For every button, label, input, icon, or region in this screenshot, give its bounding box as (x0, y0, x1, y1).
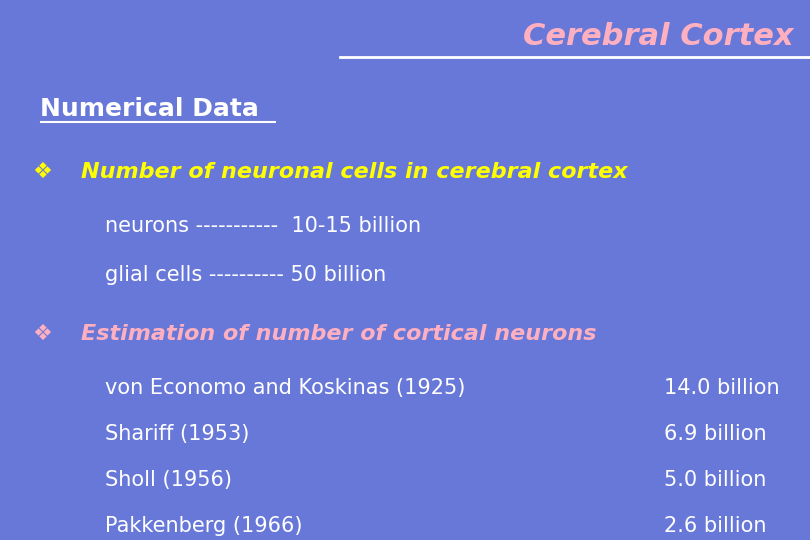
Text: 6.9 billion: 6.9 billion (664, 424, 767, 444)
Text: 14.0 billion: 14.0 billion (664, 378, 780, 398)
Text: Estimation of number of cortical neurons: Estimation of number of cortical neurons (81, 324, 596, 344)
Text: ❖: ❖ (32, 324, 53, 344)
Text: Pakkenberg (1966): Pakkenberg (1966) (105, 516, 303, 536)
Text: Cerebral Cortex: Cerebral Cortex (523, 22, 794, 51)
Text: Shariff (1953): Shariff (1953) (105, 424, 249, 444)
Text: 2.6 billion: 2.6 billion (664, 516, 767, 536)
Text: glial cells ---------- 50 billion: glial cells ---------- 50 billion (105, 265, 386, 285)
Text: Number of neuronal cells in cerebral cortex: Number of neuronal cells in cerebral cor… (81, 162, 628, 182)
Text: Sholl (1956): Sholl (1956) (105, 470, 232, 490)
Text: Numerical Data: Numerical Data (40, 97, 259, 121)
Text: neurons -----------  10-15 billion: neurons ----------- 10-15 billion (105, 216, 421, 236)
Text: von Economo and Koskinas (1925): von Economo and Koskinas (1925) (105, 378, 466, 398)
Text: 5.0 billion: 5.0 billion (664, 470, 766, 490)
Text: ❖: ❖ (32, 162, 53, 182)
